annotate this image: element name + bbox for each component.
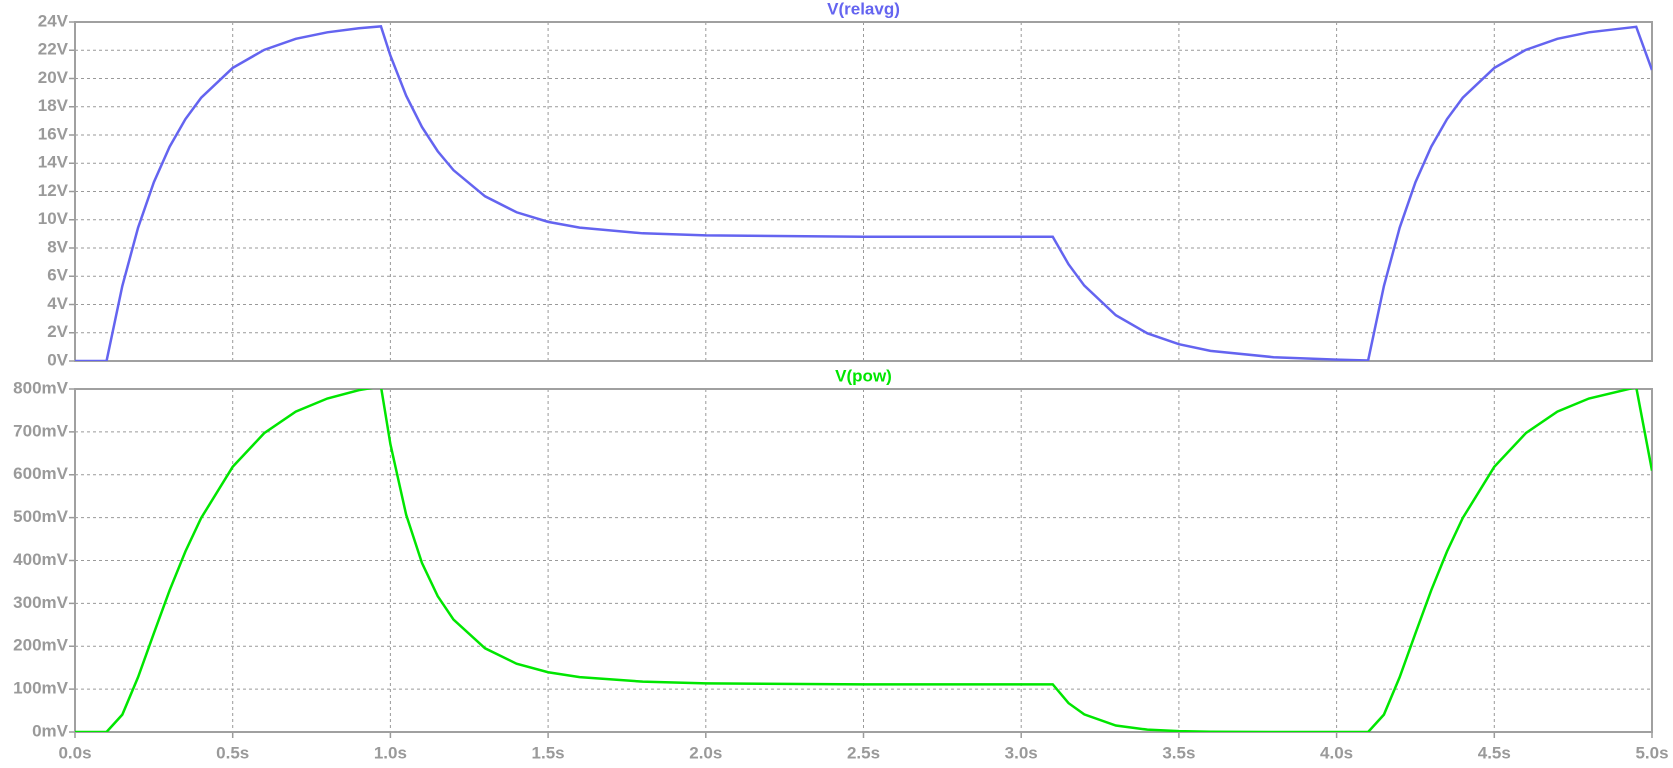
x-tick-label: 2.5s	[847, 743, 880, 762]
trace-name: V(pow)	[835, 366, 892, 385]
y-tick-label: 600mV	[13, 464, 68, 483]
x-tick-label: 2.0s	[689, 743, 722, 762]
y-tick-label: 100mV	[13, 679, 68, 698]
y-tick-label: 200mV	[13, 636, 68, 655]
x-tick-label: 4.0s	[1320, 743, 1353, 762]
y-tick-label: 700mV	[13, 421, 68, 440]
y-tick-label: 18V	[38, 96, 69, 115]
y-tick-label: 0mV	[32, 721, 69, 740]
trace-name: V(relavg)	[827, 0, 900, 18]
x-tick-label: 3.5s	[1162, 743, 1195, 762]
plot-frame	[74, 388, 1653, 733]
x-tick-label: 4.5s	[1478, 743, 1511, 762]
x-tick-label: 3.0s	[1005, 743, 1038, 762]
y-tick-label: 12V	[38, 181, 69, 200]
y-tick-label: 4V	[47, 294, 68, 313]
x-tick-label: 1.0s	[374, 743, 407, 762]
x-tick-label: 0.5s	[216, 743, 249, 762]
y-tick-label: 0V	[47, 350, 68, 369]
y-tick-label: 22V	[38, 40, 69, 59]
y-tick-label: 24V	[38, 11, 69, 30]
trace	[75, 389, 1652, 732]
y-tick-label: 2V	[47, 322, 68, 341]
y-tick-label: 300mV	[13, 593, 68, 612]
x-tick-label: 0.0s	[58, 743, 91, 762]
y-tick-label: 14V	[38, 153, 69, 172]
x-tick-label: 1.5s	[532, 743, 565, 762]
x-tick-label: 5.0s	[1635, 743, 1668, 762]
y-tick-label: 10V	[38, 209, 69, 228]
plot-frame	[74, 21, 1653, 362]
y-tick-label: 800mV	[13, 378, 68, 397]
y-tick-label: 500mV	[13, 507, 68, 526]
y-tick-label: 400mV	[13, 550, 68, 569]
y-tick-label: 16V	[38, 124, 69, 143]
y-tick-label: 6V	[47, 266, 68, 285]
y-tick-label: 8V	[47, 237, 68, 256]
trace	[75, 25, 1652, 361]
y-tick-label: 20V	[38, 68, 69, 87]
